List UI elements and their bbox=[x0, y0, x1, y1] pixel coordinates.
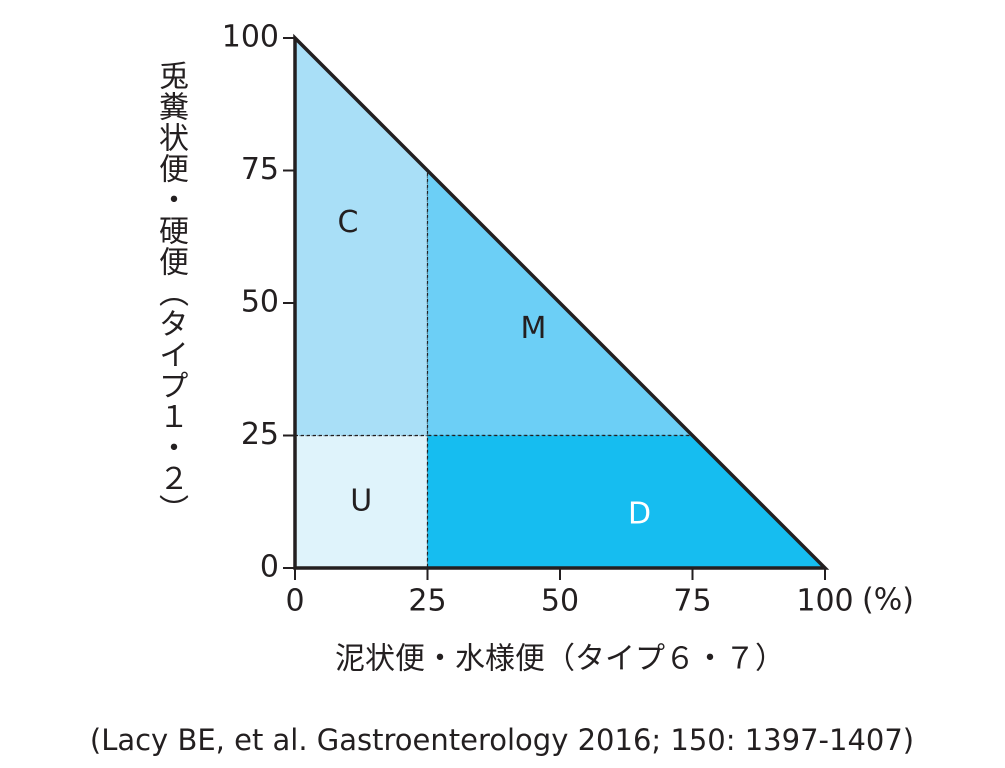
y-tick-label: 25 bbox=[241, 417, 279, 452]
y-tick-label: 0 bbox=[260, 550, 279, 585]
region bbox=[294, 36, 429, 437]
source: (Lacy BE, et al. Gastroenterology 2016; … bbox=[90, 723, 914, 757]
y-tick-label: 100 bbox=[222, 20, 279, 55]
x-tick-label: 50 bbox=[541, 584, 579, 619]
y-tick-label: 75 bbox=[241, 152, 279, 187]
region bbox=[426, 434, 827, 569]
region-label: U bbox=[350, 483, 372, 518]
unit-label: (%) bbox=[862, 583, 914, 618]
x-tick-label: 25 bbox=[408, 584, 446, 619]
x-tick-label: 0 bbox=[285, 584, 304, 619]
x-tick-label: 75 bbox=[673, 584, 711, 619]
y-tick-label: 50 bbox=[241, 285, 279, 320]
x-tick-label: 100 bbox=[796, 584, 853, 619]
region-label: D bbox=[628, 497, 651, 532]
region-label: C bbox=[338, 205, 359, 240]
y-axis-label: 兎糞状便・硬便（タイプ１・２） bbox=[153, 60, 188, 525]
x-axis-label: 泥状便・水様便（タイプ６・７） bbox=[335, 642, 785, 677]
region-label: M bbox=[521, 311, 547, 346]
